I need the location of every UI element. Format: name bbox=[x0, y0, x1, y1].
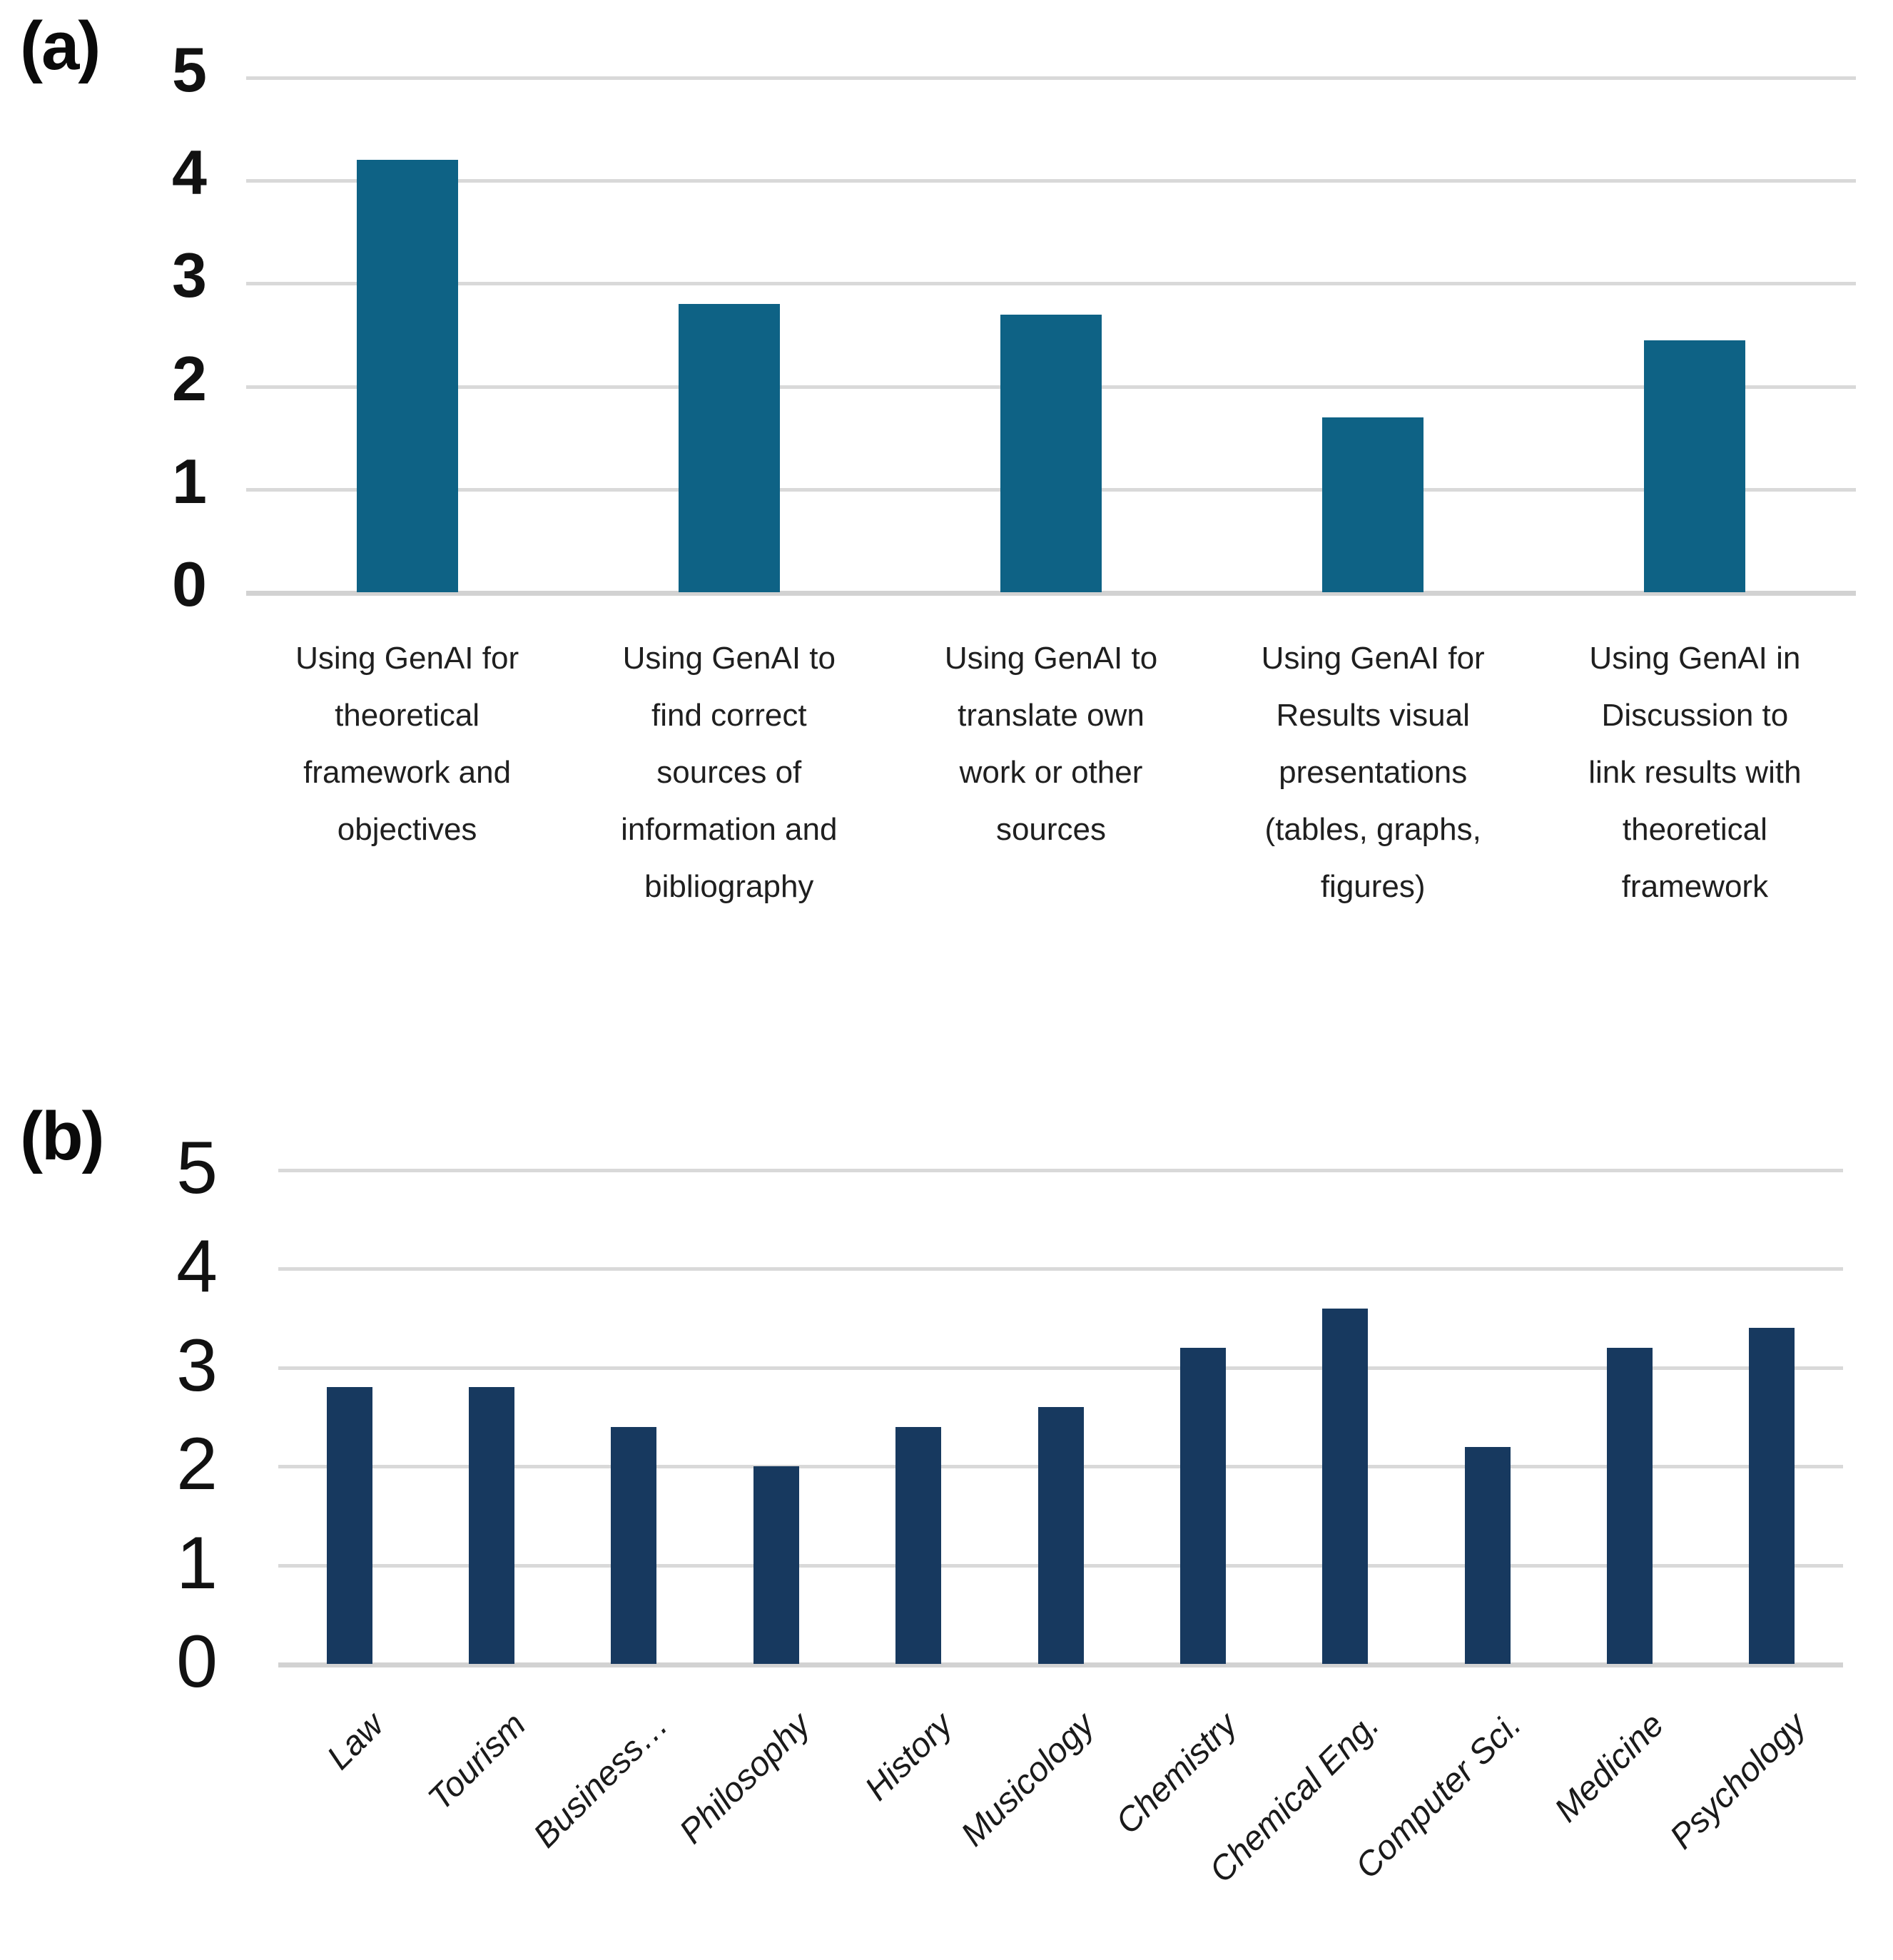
bar-b-8 bbox=[1464, 1446, 1511, 1664]
x-category-label: History bbox=[858, 1705, 960, 1808]
bar-b-4 bbox=[895, 1426, 942, 1664]
bar-a-2 bbox=[1000, 314, 1102, 592]
x-category-label: Chemistry bbox=[1108, 1705, 1245, 1842]
x-category-label: Musicology bbox=[954, 1705, 1102, 1854]
bar-a-4 bbox=[1644, 340, 1746, 592]
y-axis-tick-label: 1 bbox=[172, 445, 207, 517]
bar-b-10 bbox=[1749, 1328, 1795, 1664]
x-category-label: Using GenAI for theoretical framework an… bbox=[295, 641, 519, 848]
panel-label-a: (a) bbox=[20, 8, 101, 84]
y-axis-tick-label: 0 bbox=[172, 549, 207, 619]
gridline-4 bbox=[278, 1267, 1843, 1271]
y-axis-tick-label: 1 bbox=[176, 1521, 218, 1605]
y-axis-tick-label: 5 bbox=[172, 34, 207, 105]
bar-b-9 bbox=[1606, 1348, 1653, 1664]
x-category-label: Tourism bbox=[421, 1705, 534, 1818]
x-category-label: Using GenAI for Results visual presentat… bbox=[1261, 641, 1485, 905]
x-category-label: Psychology bbox=[1663, 1705, 1814, 1857]
gridline-5 bbox=[246, 76, 1856, 80]
gridline-3 bbox=[278, 1366, 1843, 1370]
y-axis-tick-label: 4 bbox=[172, 137, 207, 208]
bar-b-1 bbox=[469, 1387, 515, 1664]
x-category-label: Business… bbox=[526, 1705, 676, 1855]
x-category-label: Medicine bbox=[1547, 1705, 1672, 1830]
gridline-0 bbox=[278, 1662, 1843, 1667]
bar-a-3 bbox=[1322, 417, 1424, 592]
y-axis-tick-label: 2 bbox=[176, 1423, 218, 1506]
gridline-3 bbox=[246, 282, 1856, 286]
y-axis-tick-label: 4 bbox=[176, 1225, 218, 1309]
y-axis-tick-label: 3 bbox=[172, 240, 207, 311]
y-axis-tick-label: 3 bbox=[176, 1324, 218, 1407]
bar-b-0 bbox=[326, 1387, 372, 1664]
panel-label-b: (b) bbox=[20, 1098, 105, 1174]
x-category-label: Philosophy bbox=[672, 1705, 818, 1852]
gridline-0 bbox=[246, 591, 1856, 596]
gridline-4 bbox=[246, 179, 1856, 183]
gridline-5 bbox=[278, 1169, 1843, 1172]
x-category-label: Using GenAI in Discussion to link result… bbox=[1588, 641, 1802, 905]
bar-b-2 bbox=[611, 1426, 657, 1664]
y-axis-tick-label: 5 bbox=[176, 1127, 218, 1209]
y-axis-tick-label: 2 bbox=[172, 342, 207, 414]
x-category-label: Using GenAI to translate own work or oth… bbox=[944, 641, 1158, 848]
bar-b-5 bbox=[1037, 1407, 1084, 1664]
bar-b-7 bbox=[1322, 1308, 1369, 1664]
bar-a-0 bbox=[356, 160, 458, 592]
x-category-label: Using GenAI to find correct sources of i… bbox=[621, 641, 838, 905]
bar-b-6 bbox=[1179, 1348, 1226, 1664]
x-category-label: Law bbox=[320, 1705, 391, 1777]
y-axis-tick-label: 0 bbox=[176, 1620, 218, 1703]
bar-a-1 bbox=[678, 304, 780, 592]
bar-b-3 bbox=[753, 1466, 799, 1664]
